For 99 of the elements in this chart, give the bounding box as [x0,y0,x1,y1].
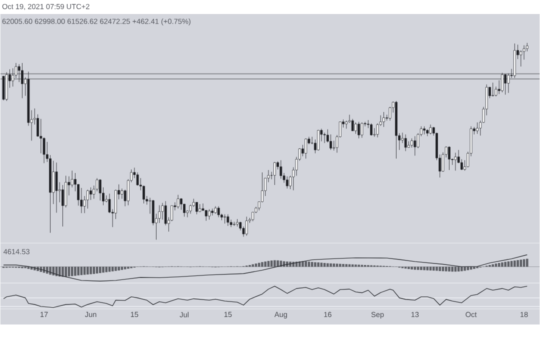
candlestick [401,132,404,144]
bar [448,266,450,272]
candlestick [507,73,510,94]
candlestick [86,190,89,210]
bar [426,266,429,271]
bar [438,266,442,272]
bar [408,266,410,270]
bar [83,266,86,276]
candlestick [224,214,226,224]
candlestick [217,206,220,218]
bar [111,266,114,272]
candlestick [351,118,354,132]
bar [444,266,448,272]
candlestick [360,122,364,138]
candlestick [98,179,102,202]
bar [276,260,279,267]
bar [108,266,111,272]
candlestick [21,62,24,99]
bar [416,266,420,270]
bar [326,264,329,267]
bar [261,262,264,267]
candlestick [245,216,248,236]
candlestick [454,152,457,172]
candlestick [492,82,494,97]
candlestick [62,185,64,227]
bar [457,266,460,272]
bar [339,264,342,267]
candlestick [358,122,360,139]
bar [105,266,108,272]
candlestick [429,124,432,135]
candlestick [304,138,308,160]
bar [454,266,457,272]
candlestick [176,194,180,210]
bar [62,266,64,278]
bar [436,266,438,272]
candlestick [55,162,58,214]
bar [464,266,466,272]
candlestick [410,138,414,148]
bar [410,266,413,270]
candlestick [501,72,504,93]
candlestick [180,198,182,210]
candlestick [448,146,450,171]
bar [460,266,463,272]
candlestick [354,122,357,134]
bar [114,266,117,272]
bar [342,264,344,267]
bar [314,262,316,267]
bar [86,266,89,275]
bar [264,262,266,267]
candlestick [370,123,372,136]
bar [429,266,432,271]
bar [64,266,67,277]
candlestick [504,74,507,96]
bar [68,266,70,277]
bar [99,266,102,274]
candlestick [414,136,416,156]
bar [58,266,61,277]
bar [451,266,454,272]
bar [501,262,504,267]
bar [74,266,76,276]
bar [96,266,98,274]
bar [526,259,528,267]
candlestick [476,122,478,134]
candlestick [2,76,5,101]
bar [473,266,476,270]
bar [77,266,80,276]
bar [304,262,307,267]
candlestick [382,112,385,128]
bar [317,262,320,267]
bar [102,266,104,273]
bar [118,266,120,271]
bar [514,260,516,267]
candlestick [226,214,230,226]
bar [345,264,348,267]
bar [124,266,126,270]
bar [420,266,422,270]
bar [516,260,519,267]
bar [330,264,332,267]
candlestick [317,130,320,152]
bar [504,262,506,267]
bar [302,261,304,267]
candlestick [404,134,407,152]
candlestick [208,209,210,220]
candlestick [196,202,198,215]
candlestick [80,188,83,214]
candlestick [323,132,326,144]
bar [274,260,276,267]
bar [90,266,92,274]
candlestick [120,188,124,200]
bar [432,266,435,271]
candlestick [161,202,164,220]
bar [423,266,426,270]
bar [27,266,30,270]
candlestick [280,160,282,180]
bar [120,266,124,270]
candlestick [286,176,288,190]
candlestick [273,162,276,186]
bar [92,266,96,274]
candlestick [90,187,92,200]
